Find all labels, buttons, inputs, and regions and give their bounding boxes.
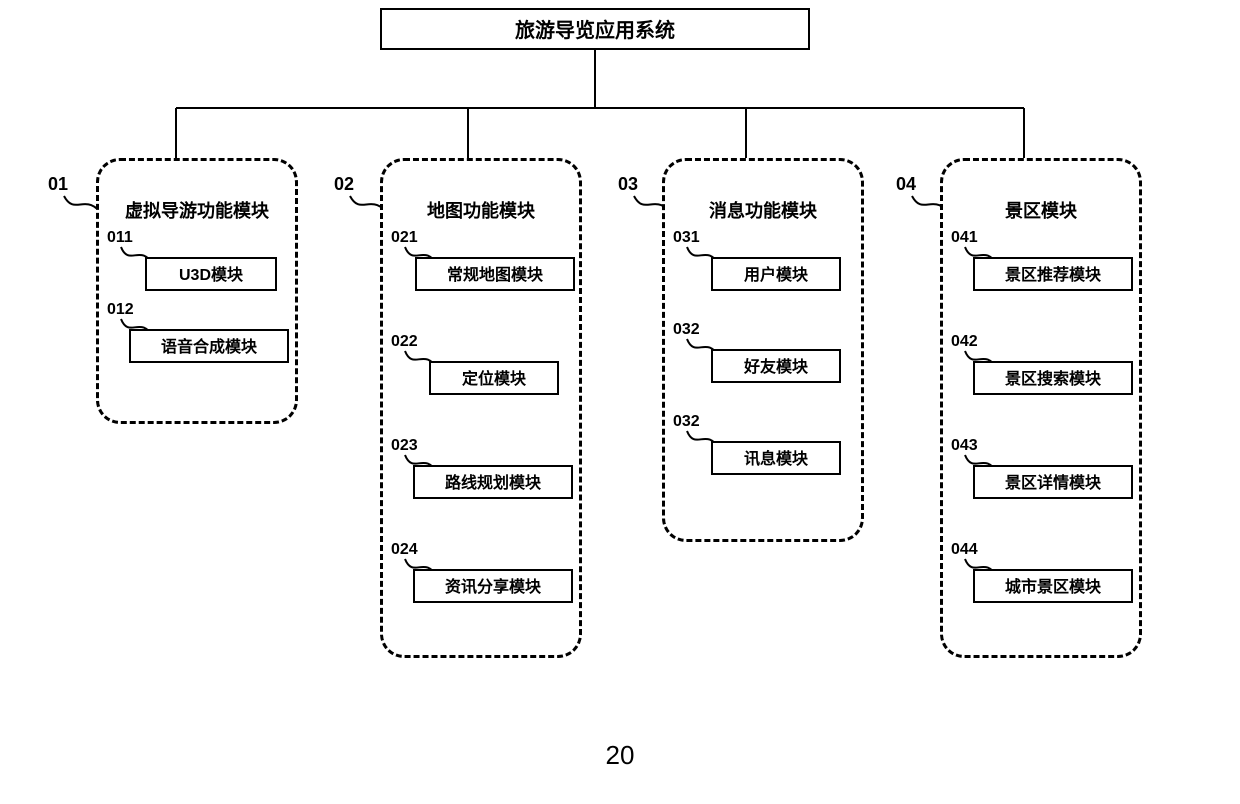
sub-ref: 042 bbox=[951, 333, 978, 351]
module-group: 消息功能模块 031 用户模块 032 好友模块 032 讯息模块 bbox=[662, 158, 864, 542]
sub-module-box: 景区搜索模块 bbox=[973, 361, 1133, 395]
sub-module-box: 路线规划模块 bbox=[413, 465, 573, 499]
group-ref: 01 bbox=[48, 174, 68, 195]
sub-ref: 021 bbox=[391, 229, 418, 247]
sub-ref: 032 bbox=[673, 321, 700, 339]
sub-ref: 024 bbox=[391, 541, 418, 559]
sub-module-box: 景区详情模块 bbox=[973, 465, 1133, 499]
sub-ref: 012 bbox=[107, 301, 134, 319]
sub-ref: 011 bbox=[107, 229, 133, 247]
module-title: 虚拟导游功能模块 bbox=[99, 197, 295, 223]
sub-ref: 022 bbox=[391, 333, 418, 351]
sub-ref: 031 bbox=[673, 229, 700, 247]
sub-module-box: 用户模块 bbox=[711, 257, 841, 291]
group-ref: 04 bbox=[896, 174, 916, 195]
sub-ref: 043 bbox=[951, 437, 978, 455]
module-title: 消息功能模块 bbox=[665, 197, 861, 223]
sub-module-box: 定位模块 bbox=[429, 361, 559, 395]
sub-module-box: 资讯分享模块 bbox=[413, 569, 573, 603]
sub-module-box: U3D模块 bbox=[145, 257, 277, 291]
group-ref: 03 bbox=[618, 174, 638, 195]
sub-ref: 023 bbox=[391, 437, 418, 455]
sub-module-box: 城市景区模块 bbox=[973, 569, 1133, 603]
sub-module-box: 景区推荐模块 bbox=[973, 257, 1133, 291]
sub-module-box: 语音合成模块 bbox=[129, 329, 289, 363]
module-group: 虚拟导游功能模块 011 U3D模块 012 语音合成模块 bbox=[96, 158, 298, 424]
group-ref: 02 bbox=[334, 174, 354, 195]
sub-ref: 032 bbox=[673, 413, 700, 431]
sub-module-box: 好友模块 bbox=[711, 349, 841, 383]
module-group: 景区模块 041 景区推荐模块 042 景区搜索模块 043 景区详情模块 044 城市景区模块 bbox=[940, 158, 1142, 658]
sub-ref: 044 bbox=[951, 541, 978, 559]
module-group: 地图功能模块 021 常规地图模块 022 定位模块 023 路线规划模块 024 资讯分享模块 bbox=[380, 158, 582, 658]
sub-module-box: 常规地图模块 bbox=[415, 257, 575, 291]
sub-ref: 041 bbox=[951, 229, 978, 247]
module-title: 景区模块 bbox=[943, 197, 1139, 223]
sub-module-box: 讯息模块 bbox=[711, 441, 841, 475]
root-box: 旅游导览应用系统 bbox=[380, 8, 810, 50]
figure-number: 20 bbox=[0, 740, 1240, 771]
module-title: 地图功能模块 bbox=[383, 197, 579, 223]
